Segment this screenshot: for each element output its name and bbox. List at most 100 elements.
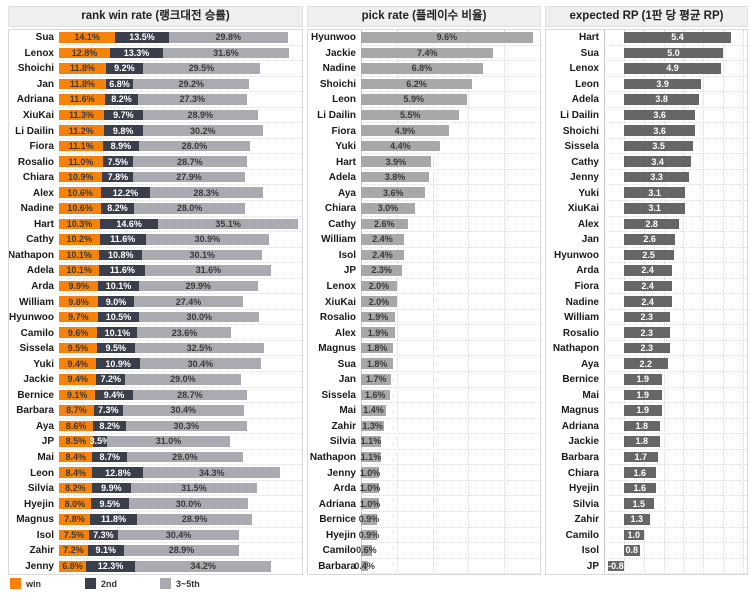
rank-row: Camilo 9.6% 10.1% 23.6% xyxy=(9,325,302,341)
rank-row: Sua 14.1% 13.5% 29.8% xyxy=(9,30,302,46)
x-axis-line xyxy=(604,30,605,574)
rank-bar-track: 7.5% 7.3% 30.4% xyxy=(59,528,302,544)
win-swatch xyxy=(10,578,21,589)
rank-bar-track: 11.0% 7.5% 28.7% xyxy=(59,154,302,170)
rank-row: Hyunwoo 9.7% 10.5% 30.0% xyxy=(9,310,302,326)
rp-row: XiuKai 3.1 xyxy=(546,201,747,217)
rank-bar-track: 9.1% 9.4% 28.7% xyxy=(59,388,302,404)
rp-bar-track: 2.6 xyxy=(604,232,747,248)
pick-row: Zahir 1.3% xyxy=(308,419,540,435)
character-label: Adela xyxy=(571,94,599,106)
rp-row: Adriana 1.8 xyxy=(546,419,747,435)
second-bar-segment: 6.8% xyxy=(106,78,134,90)
segment-value-label: 8.5% xyxy=(65,436,87,447)
character-label: Jenny xyxy=(327,467,356,479)
third-fifth-swatch xyxy=(160,578,171,589)
pick-row: Barbara 0.4% xyxy=(308,559,540,575)
segment-value-label: 27.3% xyxy=(179,94,206,105)
character-label: Chiara xyxy=(22,172,54,184)
rank-bar-track: 11.6% 8.2% 27.3% xyxy=(59,92,302,108)
character-label: Alex xyxy=(32,187,54,199)
second-bar-segment: 12.3% xyxy=(86,560,136,573)
pick-bar-track: 2.3% xyxy=(361,263,540,279)
character-label: Hart xyxy=(578,32,599,44)
segment-value-label: 12.8% xyxy=(71,47,98,58)
pick-row: Lenox 2.0% xyxy=(308,279,540,295)
segment-value-label: 28.7% xyxy=(177,389,203,400)
pick-rate-bar: 3.8% xyxy=(361,171,430,183)
expected-rp-bar: -0.8 xyxy=(607,560,624,572)
rank-row: Adela 10.1% 11.6% 31.6% xyxy=(9,263,302,279)
pick-rate-bar: 5.5% xyxy=(361,109,460,121)
pick-rate-bar: 3.9% xyxy=(361,156,431,167)
second-bar-segment: 7.8% xyxy=(102,171,134,183)
character-label: Cathy xyxy=(26,234,54,246)
segment-value-label: 11.6% xyxy=(69,94,95,105)
pick-rate-bar: 2.0% xyxy=(361,280,397,292)
second-bar-segment: 7.5% xyxy=(102,156,133,167)
second-bar-segment: 12.2% xyxy=(101,187,150,199)
rp-row: Magnus 1.9 xyxy=(546,403,747,419)
segment-value-label: 10.1% xyxy=(105,281,132,292)
rank-row: Nathapon 10.1% 10.8% 30.1% xyxy=(9,248,302,264)
rp-bar-track: 2.3 xyxy=(604,341,747,357)
rank-row: Hyejin 8.0% 9.5% 30.0% xyxy=(9,496,302,512)
pick-bar-track: 3.9% xyxy=(361,154,540,170)
pick-bar-track: 2.0% xyxy=(361,294,540,310)
pick-bar-track: 2.0% xyxy=(361,279,540,295)
second-bar-segment: 10.1% xyxy=(97,327,138,338)
rank-bar-track: 9.9% 10.1% 29.9% xyxy=(59,279,302,295)
rank-bar-track: 11.3% 9.7% 28.9% xyxy=(59,108,302,124)
rp-row: Hart 5.4 xyxy=(546,30,747,46)
character-label: Alex xyxy=(334,327,356,339)
pick-row: XiuKai 2.0% xyxy=(308,294,540,310)
character-label: Sissela xyxy=(564,141,599,153)
pick-row: Yuki 4.4% xyxy=(308,139,540,155)
character-label: Hyejin xyxy=(23,498,54,510)
segment-value-label: 31.0% xyxy=(155,436,182,447)
character-label: Jackie xyxy=(23,374,54,386)
second-bar-segment: 8.2% xyxy=(93,420,126,432)
second-bar-segment: 9.2% xyxy=(106,63,143,74)
bar-value-label: 1.7% xyxy=(365,374,387,385)
rank-bar-track: 11.8% 9.2% 29.5% xyxy=(59,61,302,77)
second-bar-segment: 12.8% xyxy=(92,467,144,478)
rp-row: JP -0.8 xyxy=(546,559,747,575)
pick-bar-track: 1.0% xyxy=(360,481,540,497)
character-label: William xyxy=(564,312,599,324)
second-bar-segment: 7.3% xyxy=(93,405,123,416)
pick-rate-bar: 1.9% xyxy=(361,311,395,323)
bar-value-label: 2.5 xyxy=(642,249,655,260)
third-fifth-bar-segment: 28.3% xyxy=(149,187,263,199)
rp-row: Cathy 3.4 xyxy=(546,154,747,170)
rp-bar-track: 2.4 xyxy=(604,294,747,310)
pick-rate-bar: 1.9% xyxy=(361,327,395,338)
bar-value-label: 9.6% xyxy=(436,32,458,43)
bar-value-label: 3.3 xyxy=(650,172,663,183)
third-fifth-bar-segment: 23.6% xyxy=(137,327,232,338)
third-fifth-bar-segment: 29.5% xyxy=(142,63,261,74)
bar-value-label: 3.9 xyxy=(656,78,669,89)
rank-bar-track: 8.7% 7.3% 30.4% xyxy=(59,403,302,419)
bar-value-label: 2.3% xyxy=(371,265,392,276)
segment-value-label: 31.6% xyxy=(213,47,239,58)
win-bar-segment: 11.8% xyxy=(59,78,106,90)
win-bar-segment: 8.5% xyxy=(59,436,93,447)
bar-value-label: 3.8% xyxy=(384,172,406,183)
rp-row: Sissela 3.5 xyxy=(546,139,747,155)
pick-rate-bar: 2.0% xyxy=(361,296,397,307)
bar-value-label: 4.4% xyxy=(390,141,411,152)
bar-value-label: 2.3 xyxy=(640,343,653,354)
character-label: Arda xyxy=(576,265,599,277)
character-label: Li Dailin xyxy=(560,110,599,121)
segment-value-label: 32.5% xyxy=(186,343,213,354)
rank-bar-track: 10.9% 7.8% 27.9% xyxy=(59,170,302,186)
second-bar-segment: 7.3% xyxy=(88,529,118,541)
bar-value-label: 0.9% xyxy=(358,529,380,540)
bar-value-label: 1.6% xyxy=(365,389,386,400)
bar-value-label: 1.7 xyxy=(634,452,647,463)
character-label: Jackie xyxy=(568,436,599,448)
win-bar-segment: 9.8% xyxy=(59,296,99,307)
rp-bar-track: 2.3 xyxy=(604,310,747,326)
bar-value-label: 7.4% xyxy=(416,47,438,58)
